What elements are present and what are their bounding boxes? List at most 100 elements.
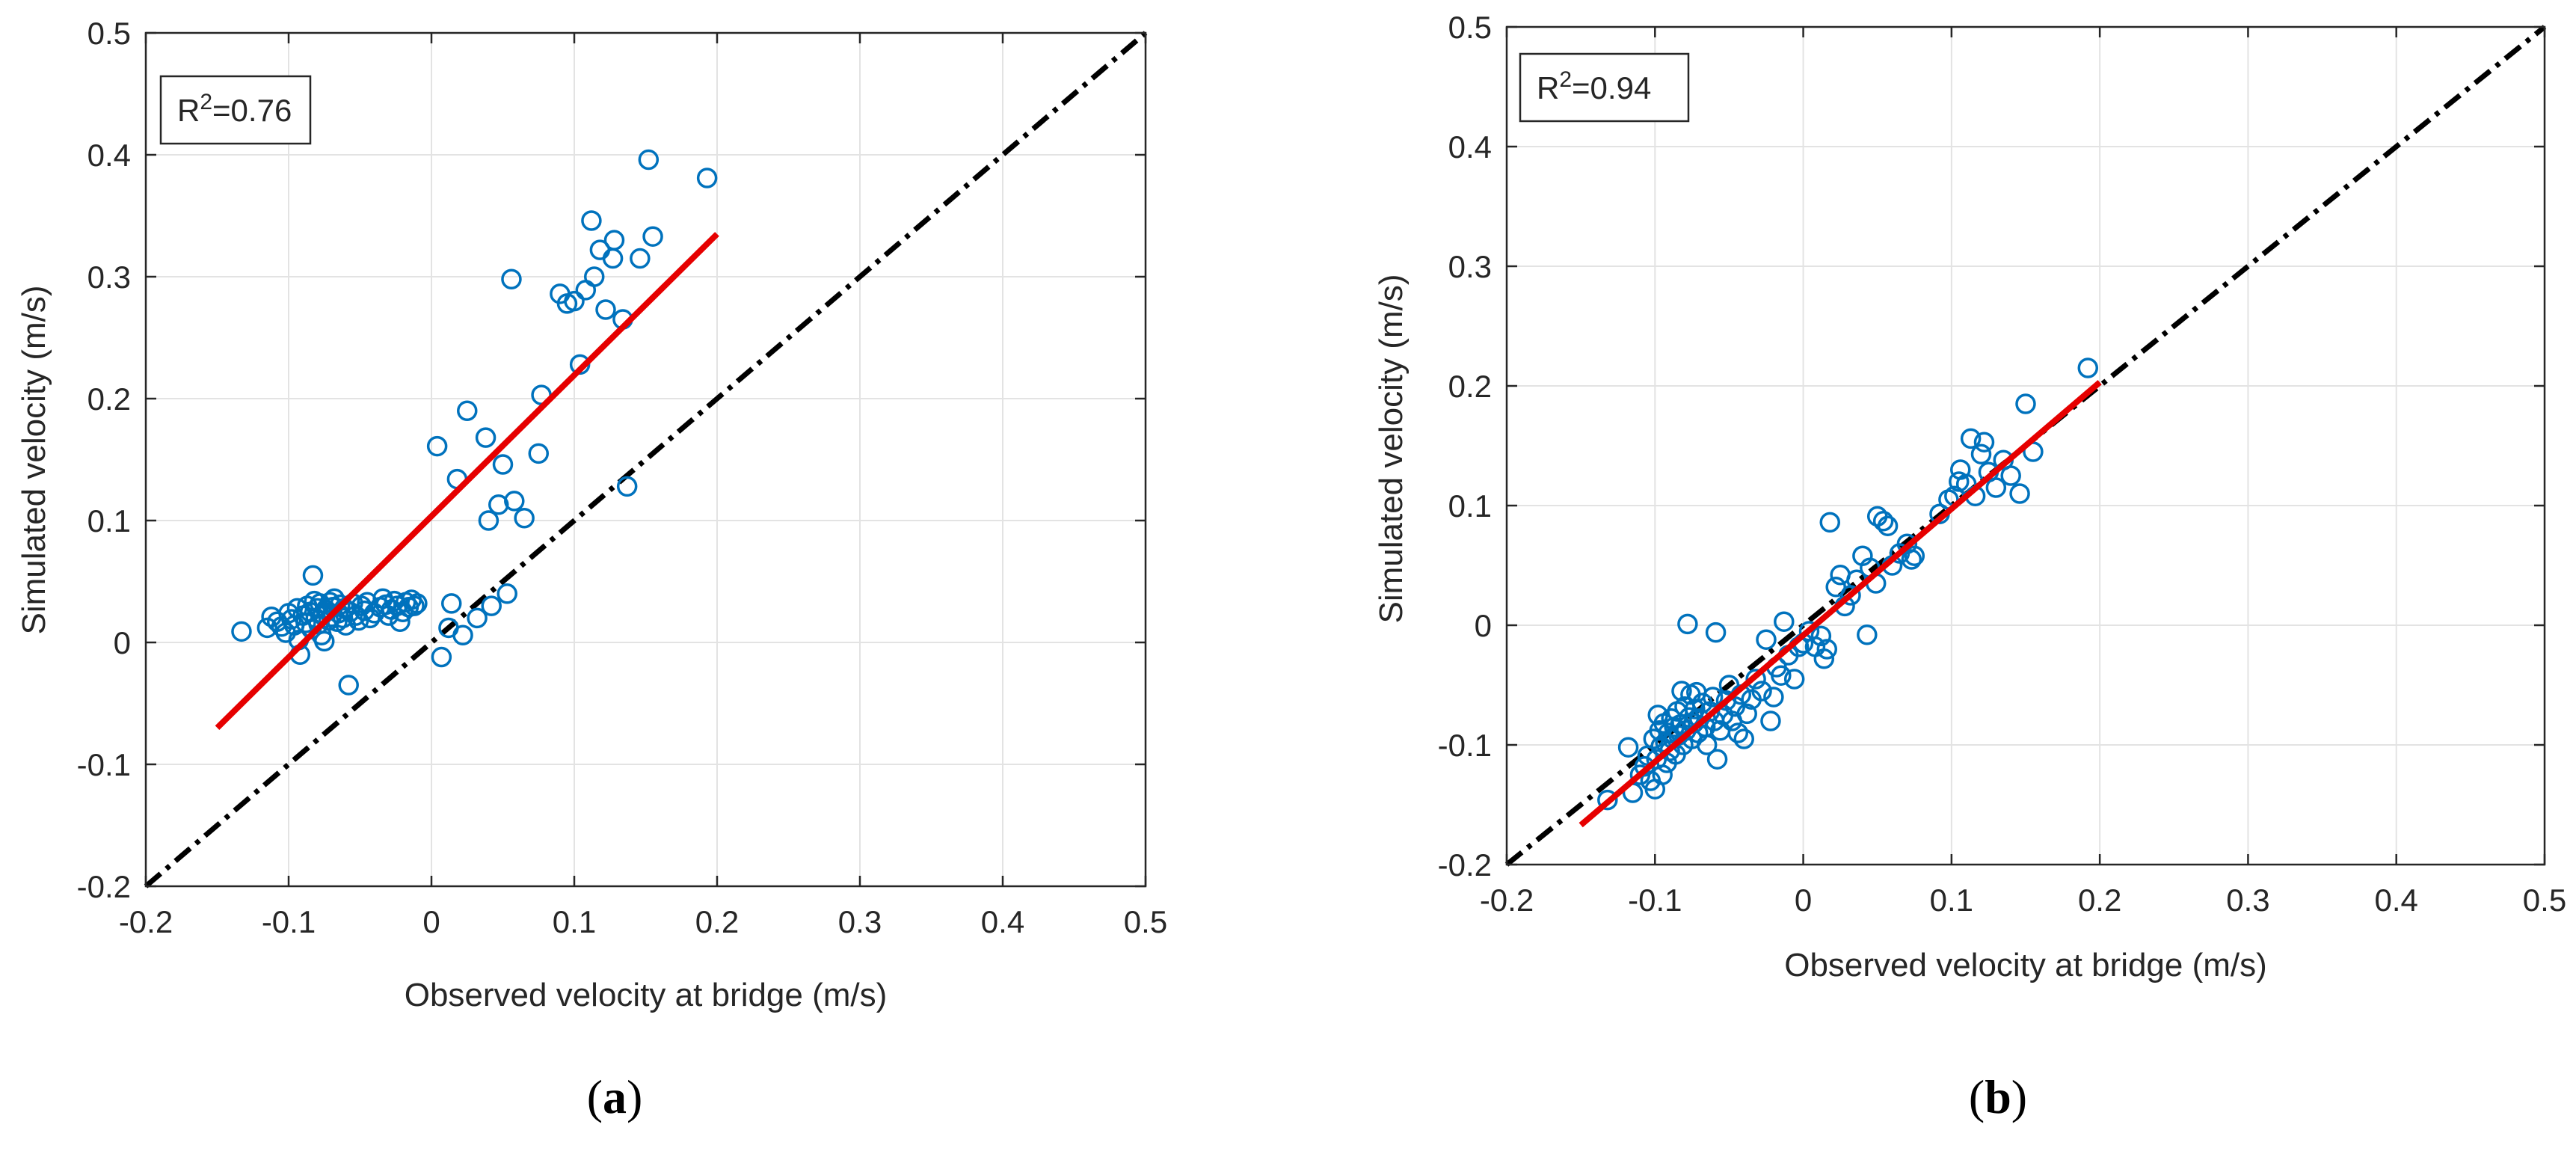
axes-box — [144, 31, 1147, 888]
y-axis-label: Simulated velocity (m/s) — [16, 285, 52, 634]
y-tick-label: -0.2 — [1438, 847, 1492, 883]
y-tick-label: 0.4 — [87, 138, 131, 173]
data-point — [2009, 483, 2030, 504]
data-point — [1816, 639, 1838, 660]
x-tick-label: -0.1 — [262, 904, 316, 939]
data-point — [1617, 737, 1639, 758]
data-point — [467, 607, 488, 629]
y-tick-label: 0 — [114, 625, 131, 660]
data-point — [696, 168, 718, 188]
data-point — [440, 593, 462, 614]
data-point — [404, 595, 425, 616]
data-point — [256, 617, 278, 639]
data-point — [2000, 465, 2021, 486]
y-tick-label: 0.1 — [1448, 488, 1492, 524]
r-squared-box — [1519, 52, 1690, 123]
y-tick-label: -0.1 — [77, 747, 131, 782]
data-point — [314, 630, 335, 652]
x-tick-label: 0.4 — [2375, 883, 2418, 918]
y-tick-label: 0.1 — [87, 503, 131, 538]
data-point — [475, 427, 497, 448]
x-axis-label: Observed velocity at bridge (m/s) — [1784, 947, 2267, 983]
x-tick-label: 0.3 — [2226, 883, 2269, 918]
data-point — [1706, 749, 1728, 770]
data-point — [616, 476, 638, 497]
x-tick-label: 0.5 — [1124, 904, 1167, 939]
r-squared-label: R2=0.76 — [177, 90, 292, 128]
x-tick-label: -0.2 — [119, 904, 173, 939]
x-tick-label: -0.1 — [1628, 883, 1682, 918]
data-point — [564, 290, 585, 312]
data-point — [1652, 764, 1673, 785]
data-point — [1597, 789, 1618, 811]
data-point — [630, 248, 651, 269]
data-point — [452, 624, 473, 645]
data-point — [1745, 669, 1766, 690]
data-point — [1727, 722, 1749, 743]
data-point — [1771, 665, 1792, 686]
data-point — [1973, 432, 1995, 452]
data-point — [528, 443, 549, 464]
x-tick-label: 0.4 — [981, 904, 1024, 939]
data-point — [501, 268, 522, 290]
y-tick-label: 0.3 — [1448, 249, 1492, 284]
data-point — [1702, 687, 1724, 708]
y-tick-label: 0.2 — [1448, 369, 1492, 404]
y-tick-label: 0.4 — [1448, 129, 1492, 165]
x-tick-label: 0.2 — [2078, 883, 2121, 918]
data-point — [426, 435, 448, 457]
y-tick-label: 0.2 — [87, 381, 131, 417]
data-point — [261, 607, 282, 627]
chart-panel-b: -0.2 -0.1 0 0.1 0.2 0.3 0.4 0.5 -0.2 -0.1 0 0.1 0.2 0… — [1373, 10, 2566, 1123]
data-point — [481, 595, 502, 616]
data-point — [338, 675, 359, 696]
y-tick-label: -0.1 — [1438, 728, 1492, 763]
data-point — [492, 454, 514, 475]
x-tick-label: 0.1 — [553, 904, 596, 939]
data-point — [1904, 545, 1925, 566]
data-point — [231, 621, 252, 642]
data-point — [407, 593, 428, 614]
data-point — [1901, 549, 1922, 570]
x-tick-label: 0.2 — [695, 904, 739, 939]
data-point — [1857, 624, 1878, 645]
y-tick-label: -0.2 — [77, 869, 131, 904]
panel-label: (b) — [1969, 1070, 2027, 1123]
y-tick-label: 0.5 — [87, 16, 131, 51]
data-point — [1970, 444, 1992, 464]
x-tick-label: 0.5 — [2523, 883, 2566, 918]
panel-label: (a) — [587, 1070, 643, 1123]
data-point — [1877, 515, 1899, 536]
x-tick-label: 0 — [422, 904, 440, 939]
data-point — [581, 210, 602, 231]
data-point — [497, 583, 517, 604]
data-point — [1756, 629, 1777, 650]
data-point — [2077, 357, 2099, 378]
data-point — [1872, 511, 1894, 532]
data-point — [1733, 728, 1755, 749]
data-point — [1696, 734, 1718, 755]
data-point — [1783, 669, 1805, 690]
data-point — [504, 491, 525, 512]
data-point — [488, 494, 509, 515]
data-point — [1810, 625, 1832, 647]
x-tick-label: 0.3 — [838, 904, 882, 939]
data-point — [1813, 648, 1835, 669]
data-point — [1736, 703, 1757, 725]
data-point — [1671, 681, 1692, 702]
data-point — [642, 226, 663, 247]
data-point — [457, 400, 478, 422]
fit-line — [215, 232, 719, 730]
data-point — [302, 565, 324, 586]
data-point — [514, 507, 535, 529]
x-tick-label: 0.1 — [1930, 883, 1973, 918]
y-tick-label: 0.5 — [1448, 10, 1492, 45]
data-point — [595, 299, 616, 320]
data-point — [310, 593, 331, 614]
data-point — [638, 149, 660, 171]
data-point — [1819, 512, 1841, 533]
data-point — [1960, 428, 1982, 449]
data-point — [1760, 710, 1781, 731]
x-tick-label: -0.2 — [1480, 883, 1534, 918]
